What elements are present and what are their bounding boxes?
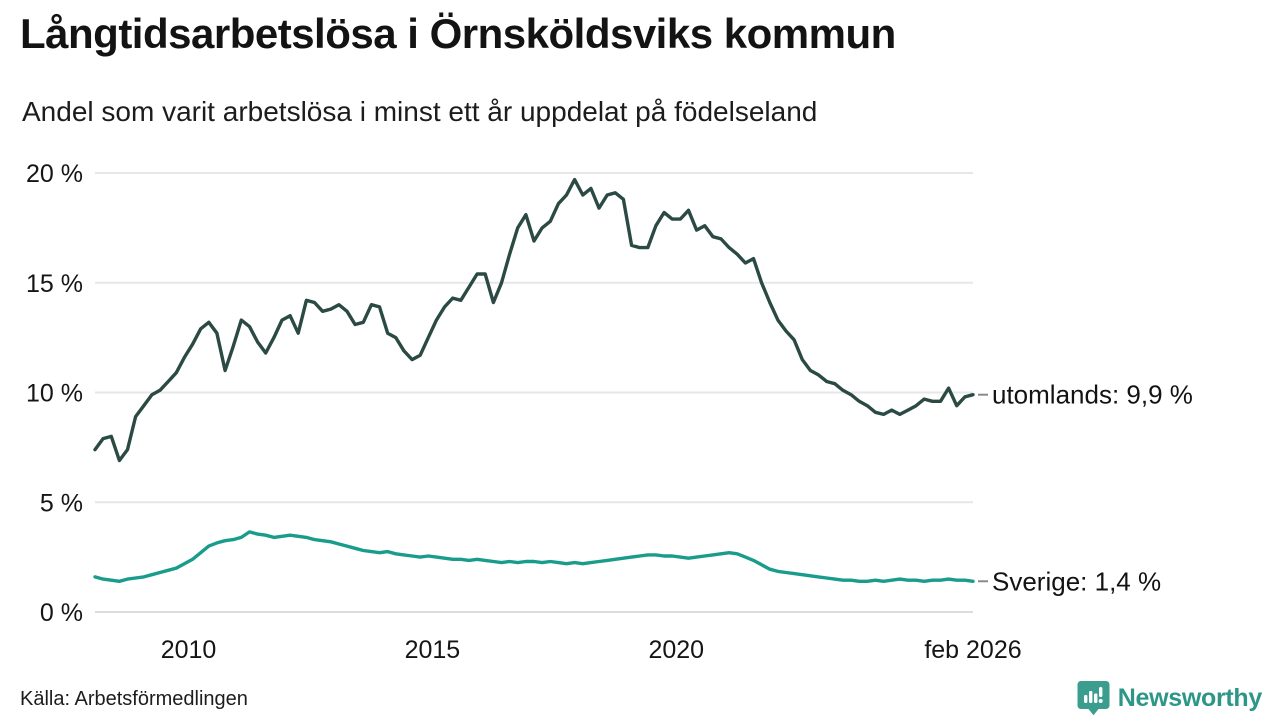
x-tick-label: 2010 — [161, 636, 217, 664]
newsworthy-wordmark: Newsworthy — [1117, 683, 1263, 712]
y-tick-label: 5 % — [40, 489, 83, 517]
y-tick-label: 10 % — [26, 380, 83, 408]
page-title: Långtidsarbetslösa i Örnsköldsviks kommu… — [20, 10, 896, 57]
y-tick-label: 0 % — [40, 599, 83, 627]
newsworthy-logo: Newsworthy — [1077, 680, 1262, 716]
source-note: Källa: Arbetsförmedlingen — [20, 688, 248, 710]
y-tick-label: 20 % — [26, 160, 83, 188]
series-end-label-Sverige: Sverige: 1,4 % — [992, 566, 1161, 596]
y-tick-label: 15 % — [26, 270, 83, 298]
series-end-label-utomlands: utomlands: 9,9 % — [992, 380, 1193, 410]
series-line-Sverige — [93, 530, 975, 583]
x-tick-label: 2015 — [405, 636, 461, 664]
x-tick-label: 2020 — [648, 636, 704, 664]
chart-subtitle: Andel som varit arbetslösa i minst ett å… — [22, 96, 818, 127]
x-tick-label: feb 2026 — [924, 636, 1021, 664]
series-line-utomlands — [93, 177, 975, 463]
newsworthy-logo-icon — [1077, 680, 1110, 716]
